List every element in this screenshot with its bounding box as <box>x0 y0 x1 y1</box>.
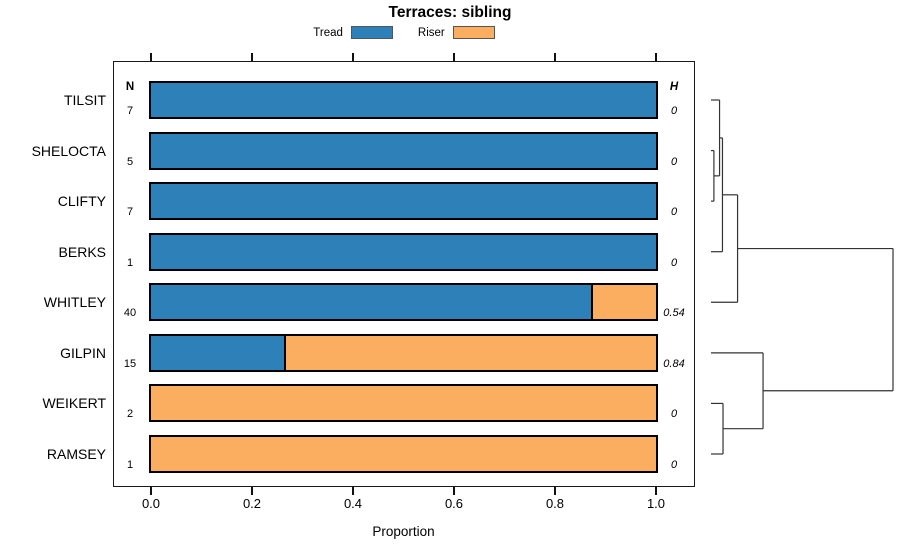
h-value: 0.54 <box>663 307 685 320</box>
legend-label: Tread <box>313 26 343 39</box>
legend-item: Tread <box>313 26 393 39</box>
n-value: 7 <box>126 206 134 219</box>
h-value: 0 <box>670 155 678 168</box>
x-tick-label: 0.6 <box>444 496 464 511</box>
legend-item: Riser <box>418 26 495 39</box>
row-label: SHELOCTA <box>31 142 106 159</box>
h-value: 0 <box>670 458 678 471</box>
bar-weikert <box>149 384 658 423</box>
x-tick-label: 0.4 <box>343 496 363 511</box>
bar-segment-tread <box>151 133 656 168</box>
legend-swatch <box>350 26 393 39</box>
plot-box <box>113 61 695 487</box>
row-label: BERKS <box>58 243 106 260</box>
legend-swatch <box>452 26 495 39</box>
n-value: 7 <box>126 105 134 117</box>
x-axis-label: Proportion <box>372 524 435 539</box>
h-value: 0 <box>670 206 678 219</box>
x-tick-bottom <box>150 487 152 495</box>
x-tick-label: 0.2 <box>242 496 262 511</box>
n-column-header: N <box>125 81 135 93</box>
legend-label: Riser <box>417 26 445 39</box>
bar-segment-tread <box>151 184 656 219</box>
n-value: 2 <box>126 408 134 421</box>
bar-clifty <box>149 182 658 221</box>
row-label: WHITLEY <box>43 294 106 311</box>
bar-shelocta <box>149 131 658 170</box>
n-value: 1 <box>126 256 134 269</box>
h-column-header: H <box>669 81 679 93</box>
bar-segment-riser <box>151 436 656 471</box>
row-label: TILSIT <box>63 92 106 108</box>
row-label: WEIKERT <box>42 395 106 412</box>
x-tick-top <box>453 53 455 61</box>
x-tick-top <box>251 53 253 61</box>
h-value: 0.84 <box>663 357 685 370</box>
x-tick-top <box>150 53 152 61</box>
bar-segment-tread <box>151 335 286 370</box>
n-value: 1 <box>126 458 134 471</box>
x-tick-label: 0.0 <box>141 496 161 511</box>
row-label: CLIFTY <box>57 193 106 210</box>
x-tick-top <box>352 53 354 61</box>
chart-title: Terraces: sibling <box>388 4 512 21</box>
n-value: 5 <box>126 155 134 168</box>
legend: Tread Riser <box>113 26 695 39</box>
x-tick-bottom <box>655 487 657 495</box>
x-tick-top <box>554 53 556 61</box>
bar-segment-riser <box>151 386 656 421</box>
bar-segment-tread <box>151 285 593 320</box>
h-value: 0 <box>670 105 678 117</box>
bar-ramsey <box>149 434 658 473</box>
x-tick-label: 1.0 <box>646 496 666 511</box>
row-label: RAMSEY <box>46 445 106 462</box>
bar-segment-tread <box>151 83 656 117</box>
n-value: 15 <box>123 357 137 370</box>
x-tick-bottom <box>352 487 354 495</box>
bar-tilsit <box>149 81 658 119</box>
bar-segment-riser <box>592 285 656 320</box>
x-tick-label: 0.8 <box>545 496 565 511</box>
x-tick-top <box>655 53 657 61</box>
bar-segment-riser <box>285 335 656 370</box>
row-label: GILPIN <box>60 344 106 361</box>
bar-gilpin <box>149 333 658 372</box>
bar-whitley <box>149 283 658 322</box>
h-value: 0 <box>670 256 678 269</box>
x-tick-bottom <box>453 487 455 495</box>
bar-berks <box>149 232 658 271</box>
x-tick-bottom <box>554 487 556 495</box>
x-tick-bottom <box>251 487 253 495</box>
n-value: 40 <box>123 307 137 320</box>
h-value: 0 <box>670 408 678 421</box>
bar-segment-tread <box>151 234 656 269</box>
